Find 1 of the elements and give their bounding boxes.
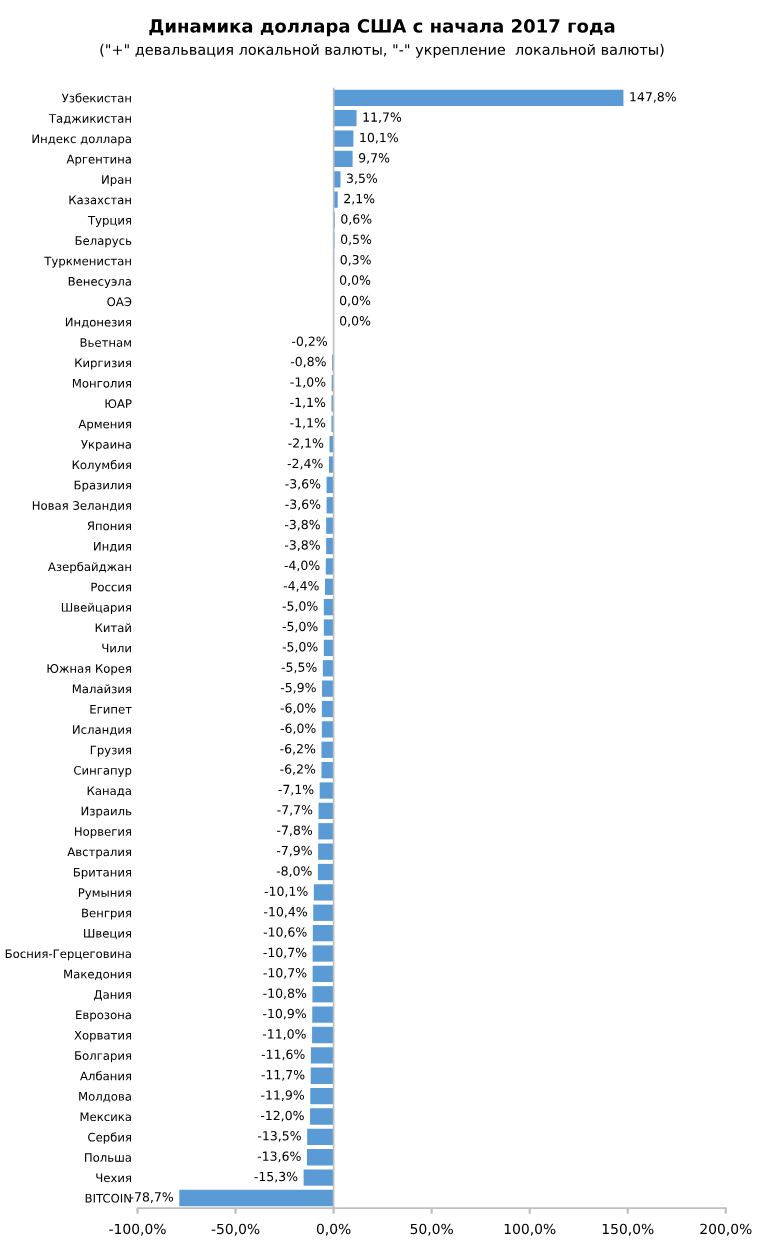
chart-title: Динамика доллара США с начала 2017 года [149, 19, 615, 37]
